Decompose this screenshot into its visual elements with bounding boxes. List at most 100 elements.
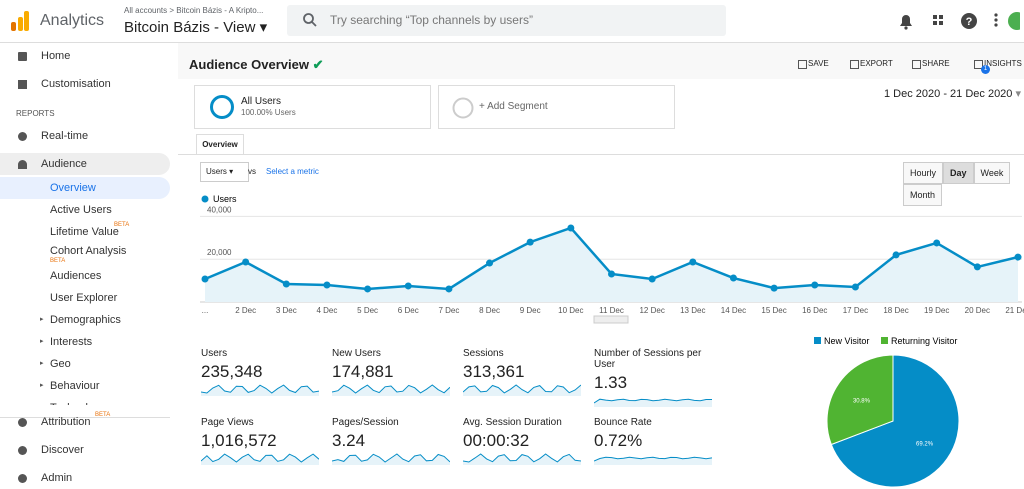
x-tick-label: 15 Dec [761, 306, 786, 315]
nav-label: User Explorer [50, 292, 118, 304]
metric-card[interactable]: Page Views 1,016,572 [200, 417, 326, 468]
sparkline-area [463, 454, 581, 465]
metric-label: Sessions [463, 348, 504, 359]
action[interactable]: INSIGHTS [984, 59, 1022, 68]
metric-card[interactable]: Bounce Rate 0.72% [593, 417, 719, 468]
legend-label: New Visitor [824, 336, 869, 346]
nav-item[interactable]: Attribution BETA [0, 411, 170, 433]
action[interactable]: EXPORT [860, 59, 893, 68]
sparkline-line [462, 453, 582, 463]
action-icon [912, 60, 921, 69]
nav-item[interactable]: Active Users [0, 199, 170, 221]
x-tick-label: 5 Dec [357, 306, 378, 315]
nav-label: Audience [41, 158, 87, 170]
nav-item[interactable]: ▸ Behaviour [0, 375, 170, 397]
sparkline-line [331, 453, 451, 463]
report-title: Audience Overview ✔ [189, 57, 324, 72]
metric-card[interactable]: Sessions 313,361 [462, 348, 588, 399]
nav-icon [18, 160, 27, 169]
nav-item[interactable]: ▸ Demographics [0, 309, 170, 331]
nav-item[interactable]: Overview [0, 177, 170, 199]
point [811, 281, 819, 289]
nav-badge: BETA [95, 412, 111, 418]
granularity-button[interactable]: Week [973, 162, 1011, 184]
point [973, 263, 981, 271]
nav-item[interactable]: ▸ Interests [0, 331, 170, 353]
action[interactable]: SAVE [808, 59, 829, 68]
nav-badge: BETA [50, 258, 66, 264]
sidebar: Home Customisation REPORTS Real-time Audienc… [0, 43, 170, 487]
point [282, 280, 290, 288]
search-box[interactable]: Try searching “Top channels by users” [287, 5, 726, 36]
add-segment-label: + Add Segment [479, 101, 548, 112]
select-metric[interactable]: Select a metric [266, 167, 319, 176]
point [404, 282, 412, 290]
nav-item[interactable]: Customisation [0, 73, 170, 95]
nav-icon [18, 52, 27, 61]
chart-handle [593, 315, 629, 324]
x-tick-label: 9 Dec [520, 306, 541, 315]
nav-item[interactable]: Lifetime Value BETA [0, 221, 170, 243]
nav-item[interactable]: Home [0, 45, 170, 67]
legend-marker [881, 337, 888, 344]
view-name: Bitcoin Bázis - View [124, 19, 256, 36]
search-icon [303, 13, 317, 27]
legend-marker [814, 337, 821, 344]
area [205, 227, 1018, 302]
nav-item[interactable]: Audiences [0, 265, 170, 287]
nav-item[interactable]: Audience [0, 153, 170, 175]
legend-label: Returning Visitor [891, 336, 957, 346]
granularity: Hourly Day WeekMonth [903, 162, 1024, 206]
sparkline-line [593, 398, 712, 404]
metric-value: 1,016,572 [201, 431, 277, 450]
add-segment[interactable]: + Add Segment [438, 85, 675, 129]
metric-card[interactable]: Avg. Session Duration 00:00:32 [462, 417, 588, 468]
x-tick-label: 19 Dec [924, 306, 949, 315]
segment-card[interactable]: All Users 100.00% Users [194, 85, 431, 129]
nav-item[interactable]: Real-time [0, 125, 170, 147]
nav-label: Admin [41, 472, 73, 484]
date-text: 1 Dec 2020 - 21 Dec 2020 [884, 88, 1013, 100]
action[interactable]: SHARE [922, 59, 950, 68]
logo [11, 11, 29, 31]
metric-card[interactable]: Users 235,348 [200, 348, 326, 399]
x-tick-label: 2 Dec [235, 306, 256, 315]
sparkline [331, 384, 451, 396]
nav-item[interactable]: User Explorer [0, 287, 170, 309]
nav-item[interactable]: Admin [0, 467, 170, 489]
metric-card[interactable]: Number of Sessions per User 1.33 [593, 348, 719, 410]
nav-item[interactable]: Discover [0, 439, 170, 461]
x-tick-label: 10 Dec [558, 306, 583, 315]
metric-label: Users [201, 348, 228, 359]
search-placeholder: Try searching “Top channels by users” [330, 13, 533, 27]
x-tick-label: 14 Dec [721, 306, 746, 315]
sparkline [200, 453, 320, 465]
breadcrumb[interactable]: All accounts > Bitcoin Bázis - A Kripto.… [124, 6, 264, 15]
point [892, 251, 900, 259]
metric-value: 174,881 [332, 362, 394, 381]
metric-value: 235,348 [201, 362, 263, 381]
segment-ring [452, 97, 474, 119]
date-range[interactable]: 1 Dec 2020 - 21 Dec 2020 ▾ [884, 88, 1022, 100]
x-tick-label: 16 Dec [802, 306, 827, 315]
view-selector[interactable]: Bitcoin Bázis - View ▾ [124, 19, 268, 36]
pie-label: 69.2% [916, 442, 934, 448]
nav-label: Attribution [41, 416, 91, 428]
granularity-button[interactable]: Day [943, 162, 974, 184]
nav-item[interactable]: ▸ Geo [0, 353, 170, 375]
point [608, 270, 615, 278]
main: Audience Overview ✔ SAVE EXPORT SHARE INSIG… [178, 43, 1024, 487]
metric-select[interactable]: Users ▾ [200, 162, 249, 182]
nav-icon [18, 80, 27, 89]
metric-label: Page Views [201, 417, 254, 428]
point [933, 239, 941, 247]
nav-item[interactable]: Cohort Analysis BETA [0, 240, 170, 264]
point [648, 275, 656, 283]
metric-card[interactable]: New Users 174,881 [331, 348, 457, 399]
metric-card[interactable]: Pages/Session 3.24 [331, 417, 457, 468]
granularity-button[interactable]: Month [903, 184, 943, 206]
metric-label: Number of Sessions per User [594, 348, 702, 370]
tab[interactable]: Overview [196, 134, 244, 155]
metric-value: 1.33 [594, 373, 628, 392]
